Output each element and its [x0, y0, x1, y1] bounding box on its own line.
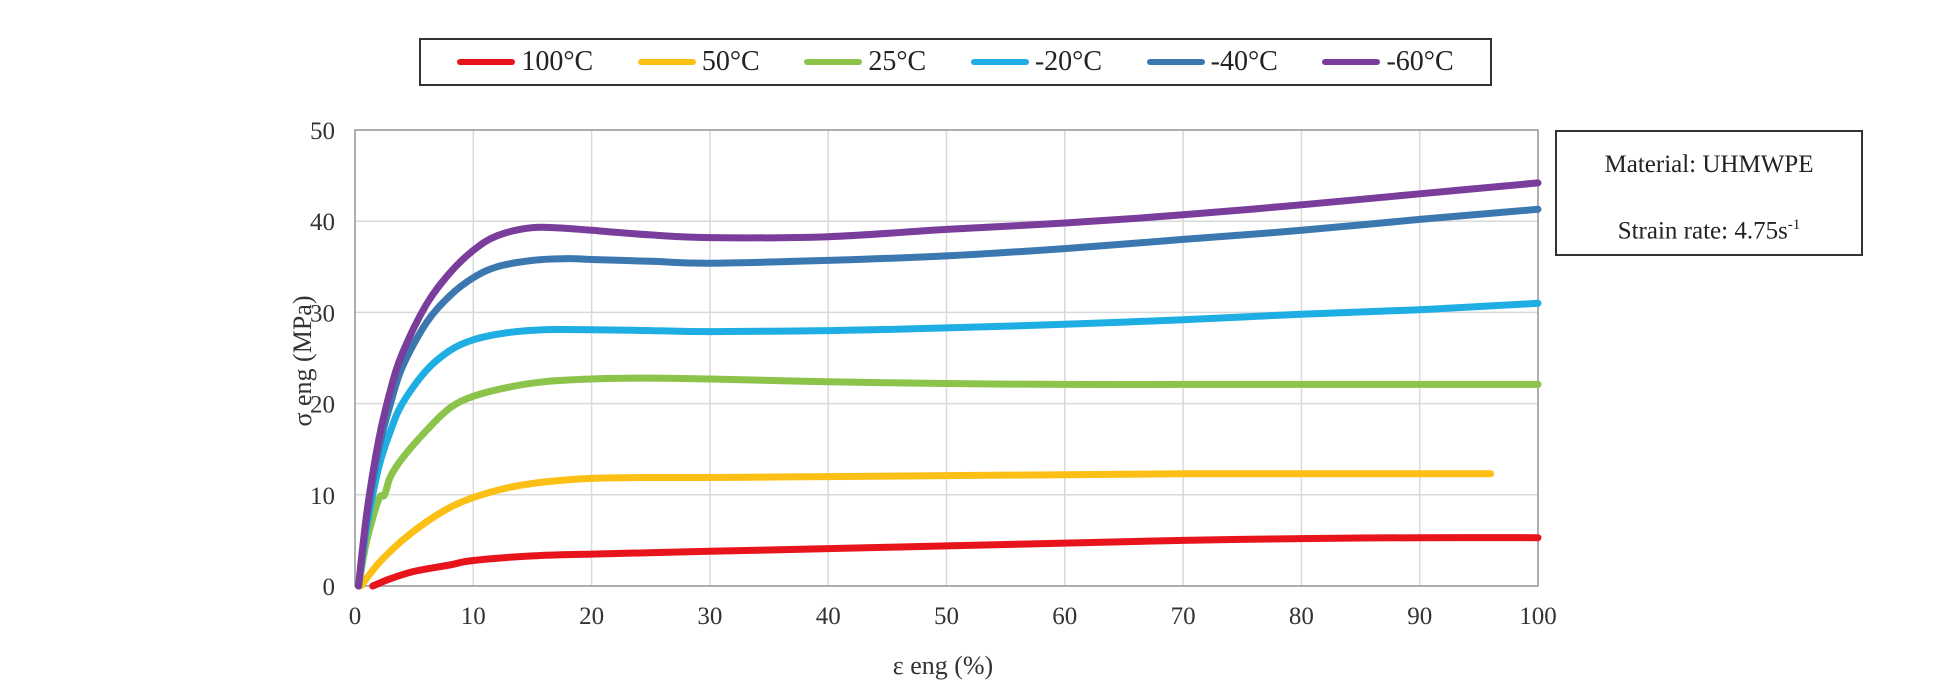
- x-tick-label: 40: [816, 603, 841, 630]
- strain-rate-label: Strain rate: 4.75s-1: [1557, 195, 1861, 255]
- legend-swatch: [1322, 59, 1381, 65]
- y-axis-label: σ eng (MPa): [288, 296, 317, 427]
- legend-label: -60°C: [1386, 46, 1454, 77]
- legend-label: 50°C: [701, 46, 760, 77]
- y-tick-label: 40: [310, 209, 335, 236]
- series-line-50c: [357, 470, 1495, 590]
- series-line-minus60c: [355, 179, 1542, 590]
- legend-item-minus60c: -60°C: [1322, 46, 1454, 78]
- legend-label: 100°C: [521, 46, 594, 77]
- x-axis-label: ε eng (%): [893, 651, 993, 680]
- material-info-box: Material: UHMWPE Strain rate: 4.75s-1: [1555, 130, 1863, 256]
- plot-area-frame: [354, 129, 1539, 587]
- series-line-100c: [369, 534, 1542, 590]
- legend-swatch: [637, 59, 696, 65]
- series-line-25c: [355, 374, 1542, 590]
- x-tick-label: 50: [934, 603, 959, 630]
- legend-swatch: [804, 59, 863, 65]
- y-tick-label: 30: [310, 300, 335, 327]
- strain-rate-value: Strain rate: 4.75s: [1617, 217, 1788, 245]
- legend-swatch: [457, 59, 516, 65]
- x-tick-label: 30: [697, 603, 722, 630]
- legend-label: -40°C: [1210, 46, 1278, 77]
- y-tick-label: 50: [310, 118, 335, 145]
- series-line-minus40c: [355, 205, 1542, 590]
- legend-item-minus20c: -20°C: [970, 46, 1103, 78]
- material-label: Material: UHMWPE: [1604, 151, 1814, 178]
- y-tick-label: 20: [310, 392, 335, 419]
- axis-tick-labels: 0 10 20 30 40 50 60 70 80 90 100 0 10 20 30 40 50: [310, 118, 1557, 630]
- x-tick-label: 90: [1407, 603, 1432, 630]
- x-tick-label: 0: [349, 603, 362, 630]
- legend-item-25c: 25°C: [804, 46, 926, 78]
- legend-swatch: [1146, 59, 1205, 65]
- x-tick-label: 70: [1171, 603, 1196, 630]
- legend-item-minus40c: -40°C: [1146, 46, 1278, 78]
- x-tick-label: 10: [461, 603, 486, 630]
- series-line-minus20c: [355, 299, 1542, 590]
- x-tick-label: 20: [579, 603, 604, 630]
- y-tick-label: 10: [310, 483, 335, 510]
- data-series: [355, 179, 1542, 590]
- y-tick-label: 0: [323, 574, 336, 601]
- x-tick-label: 80: [1289, 603, 1314, 630]
- chart-legend: 100°C 50°C 25°C -20°C -40°C -60°C: [419, 38, 1492, 86]
- legend-item-50c: 50°C: [637, 46, 760, 78]
- legend-item-100c: 100°C: [457, 46, 593, 78]
- legend-label: -20°C: [1034, 46, 1103, 77]
- legend-label: 25°C: [868, 46, 927, 77]
- x-tick-label: 100: [1519, 603, 1557, 630]
- strain-rate-exponent: -1: [1787, 217, 1801, 233]
- x-tick-label: 60: [1052, 603, 1077, 630]
- legend-swatch: [970, 59, 1029, 65]
